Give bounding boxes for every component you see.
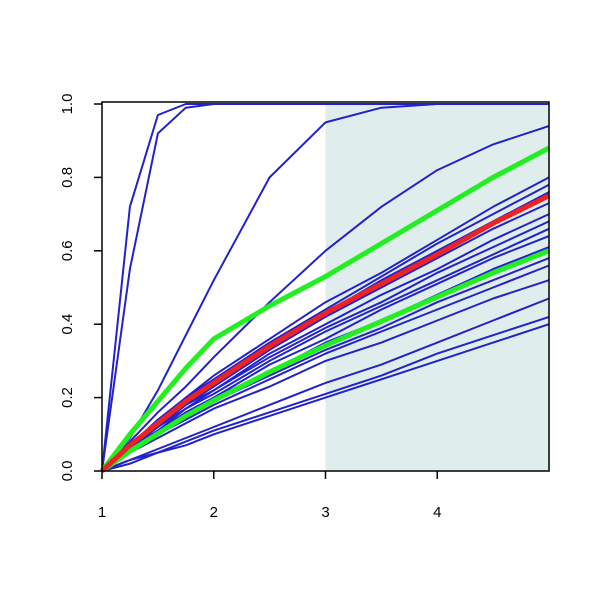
series-line [101, 220, 550, 472]
x-tick-label: 4 [433, 504, 441, 521]
series-line [101, 279, 550, 472]
series-line [101, 103, 549, 472]
series-line [100, 248, 550, 474]
series-line [101, 323, 550, 472]
y-tick-label: 1.0 [59, 94, 76, 115]
x-tick-label: 2 [210, 504, 218, 521]
series-line [100, 193, 551, 473]
series-line [100, 145, 551, 473]
y-tick-label: 0.6 [59, 240, 76, 261]
y-tick-label: 0.8 [59, 167, 76, 188]
y-tick-label: 0.4 [59, 314, 76, 335]
y-tick-label: 0.2 [59, 387, 76, 408]
series-line [101, 125, 550, 472]
x-tick-label: 3 [321, 504, 329, 521]
series-line [101, 297, 550, 472]
series-line [101, 315, 550, 472]
shaded-region [325, 104, 549, 471]
y-tick-label: 0.0 [59, 461, 76, 482]
x-tick-label: 1 [98, 504, 106, 521]
